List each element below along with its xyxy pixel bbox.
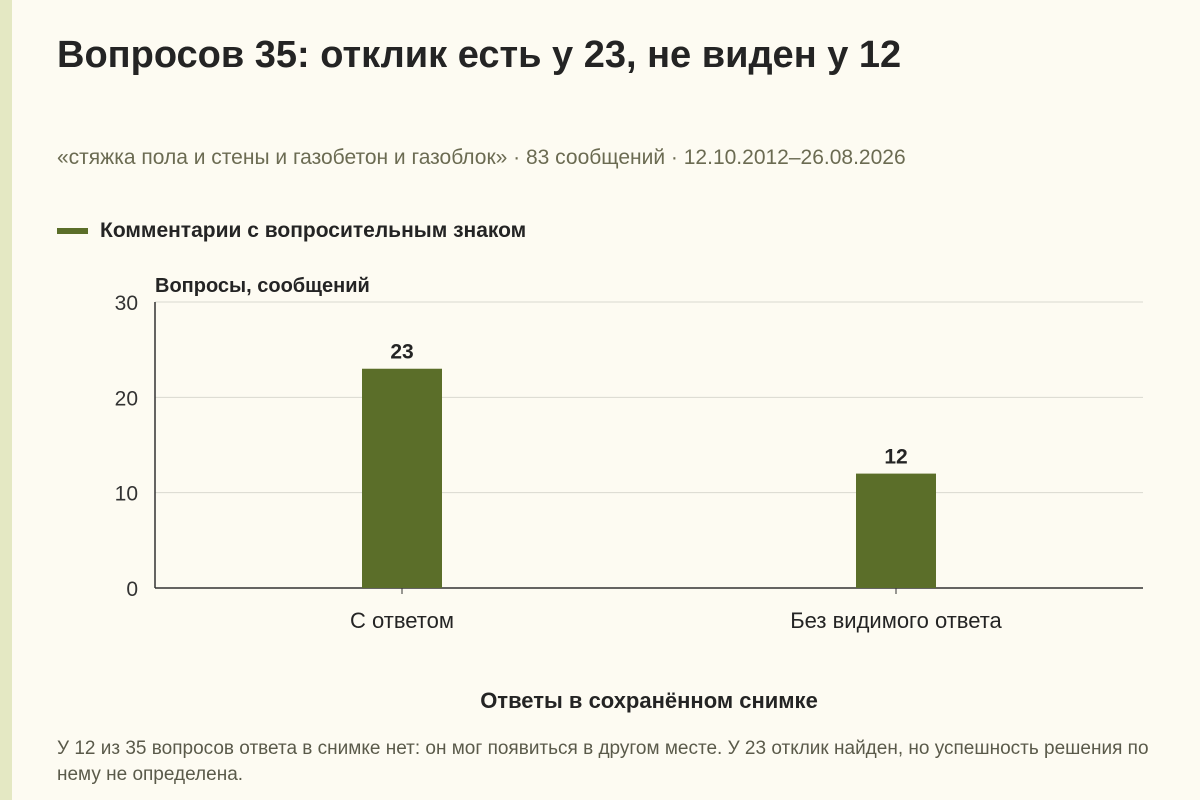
y-tick-label: 10 <box>115 483 138 506</box>
data-label: 12 <box>884 446 907 469</box>
legend-swatch <box>57 228 88 234</box>
y-tick-label: 0 <box>126 578 138 601</box>
x-tick-label: Без видимого ответа <box>790 608 1002 633</box>
legend-label: Комментарии с вопросительным знаком <box>100 219 527 242</box>
data-label: 23 <box>390 341 413 364</box>
chart-subtitle: «стяжка пола и стены и газобетон и газоб… <box>57 146 906 169</box>
y-axis-label: Вопросы, сообщений <box>155 275 370 297</box>
y-tick-label: 20 <box>115 387 138 410</box>
legend: Комментарии с вопросительным знаком <box>57 219 526 243</box>
bar <box>856 473 936 588</box>
bar <box>362 368 442 588</box>
x-tick-label: С ответом <box>350 608 454 633</box>
left-accent-stripe <box>0 0 12 800</box>
y-tick-label: 30 <box>115 292 138 315</box>
footnote: У 12 из 35 вопросов ответа в снимке нет:… <box>57 738 1149 785</box>
x-axis-label: Ответы в сохранённом снимке <box>480 688 818 713</box>
chart-title: Вопросов 35: отклик есть у 23, не виден … <box>57 34 902 76</box>
